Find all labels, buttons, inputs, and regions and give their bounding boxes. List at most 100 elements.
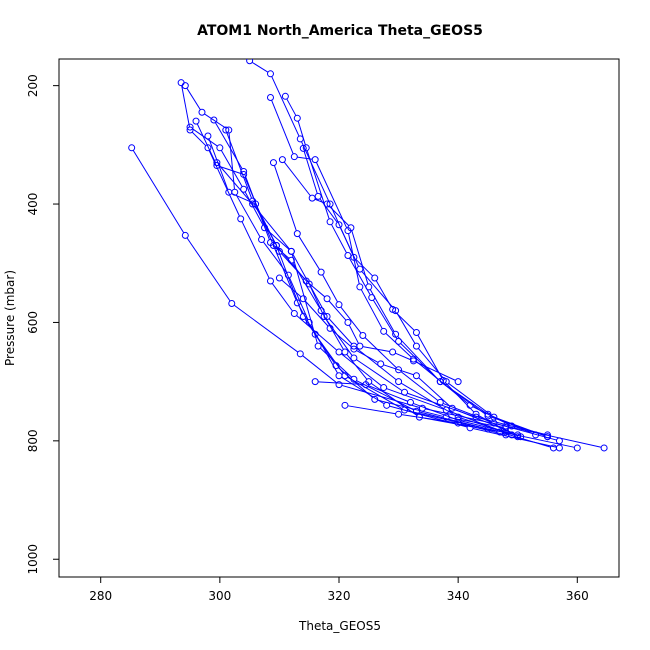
- data-point: [356, 283, 364, 291]
- data-point: [380, 384, 388, 392]
- series-segment: [274, 248, 297, 301]
- data-point: [395, 366, 403, 374]
- series-segment: [319, 198, 338, 223]
- series-segment: [502, 432, 551, 448]
- series-segment: [304, 318, 335, 364]
- series-segment: [341, 353, 382, 387]
- data-point: [278, 156, 286, 164]
- data-point: [181, 231, 189, 239]
- x-tick-label: 320: [328, 589, 351, 603]
- series-segment: [415, 361, 456, 381]
- data-point: [216, 144, 224, 152]
- chart-title: ATOM1 North_America Theta_GEOS5: [197, 23, 483, 39]
- data-point: [409, 357, 417, 365]
- data-point: [326, 324, 334, 332]
- data-point: [380, 327, 388, 335]
- data-point: [287, 247, 295, 255]
- data-point: [412, 342, 420, 350]
- data-point: [350, 375, 358, 383]
- y-axis: 200 400 600 800 1000: [26, 74, 59, 575]
- data-point: [514, 431, 522, 439]
- data-point: [395, 410, 403, 418]
- series-segment: [226, 132, 253, 199]
- data-point: [436, 398, 444, 406]
- data-point: [350, 253, 358, 261]
- data-point: [341, 401, 349, 409]
- series-segment: [220, 150, 243, 187]
- data-point: [128, 144, 136, 152]
- data-point: [181, 82, 189, 90]
- data-point: [377, 360, 385, 368]
- data-point: [389, 305, 397, 313]
- series-segment: [304, 300, 329, 327]
- data-point: [356, 265, 364, 273]
- series-segment: [383, 364, 414, 376]
- series-segment: [496, 423, 557, 441]
- series-segment: [235, 194, 261, 238]
- series-segment: [277, 247, 305, 280]
- data-point: [213, 159, 221, 167]
- data-point: [293, 114, 301, 122]
- data-point: [359, 331, 367, 339]
- data-point: [335, 301, 343, 309]
- data-point: [344, 252, 352, 260]
- series-segment: [286, 98, 297, 116]
- y-tick-label: 800: [26, 429, 40, 452]
- series-segment: [395, 352, 411, 361]
- data-point: [275, 274, 283, 282]
- series-segment: [186, 87, 201, 111]
- data-point: [186, 123, 194, 131]
- data-point: [326, 218, 334, 226]
- series-segment: [186, 237, 231, 302]
- data-point: [249, 200, 257, 208]
- series-segment: [444, 382, 475, 413]
- series-segment: [348, 324, 359, 344]
- series-segment: [310, 286, 324, 314]
- x-tick-label: 360: [566, 589, 589, 603]
- x-tick-label: 300: [208, 589, 231, 603]
- data-point: [350, 354, 358, 362]
- data-point: [237, 215, 245, 223]
- data-point: [600, 444, 608, 452]
- series-segment: [328, 318, 353, 345]
- data-point: [225, 188, 233, 196]
- series-segment: [253, 203, 276, 244]
- series-segment: [460, 423, 504, 435]
- data-point: [296, 135, 304, 143]
- series-segment: [277, 248, 303, 314]
- series-segment: [219, 166, 241, 174]
- series-segment: [394, 311, 415, 331]
- series-segment: [442, 402, 492, 423]
- data-point: [311, 378, 319, 386]
- data-point: [261, 224, 269, 232]
- series-segment: [254, 206, 290, 250]
- x-tick-label: 340: [447, 589, 470, 603]
- data-point: [290, 153, 298, 161]
- data-point: [293, 230, 301, 238]
- data-point: [454, 419, 462, 427]
- plot-frame: [58, 58, 620, 578]
- series-segment: [331, 224, 347, 254]
- series-segment: [132, 150, 185, 234]
- series-segment: [362, 346, 390, 352]
- data-point: [371, 274, 379, 282]
- data-point: [266, 70, 274, 78]
- series-segment: [308, 282, 326, 298]
- data-point: [308, 194, 316, 202]
- series-segment: [355, 347, 397, 381]
- data-point: [356, 342, 364, 350]
- data-point: [192, 117, 200, 125]
- data-point: [258, 236, 266, 244]
- series-segment: [218, 164, 252, 203]
- data-point: [299, 295, 307, 303]
- series-segment: [368, 385, 408, 402]
- data-point: [281, 92, 289, 100]
- series-segment: [196, 123, 217, 164]
- y-axis-label: Pressure (mbar): [3, 270, 17, 366]
- data-point: [240, 185, 248, 193]
- series-segment: [325, 318, 353, 356]
- series-segment: [400, 382, 456, 417]
- series-segment: [372, 299, 398, 340]
- series-segment: [496, 417, 545, 437]
